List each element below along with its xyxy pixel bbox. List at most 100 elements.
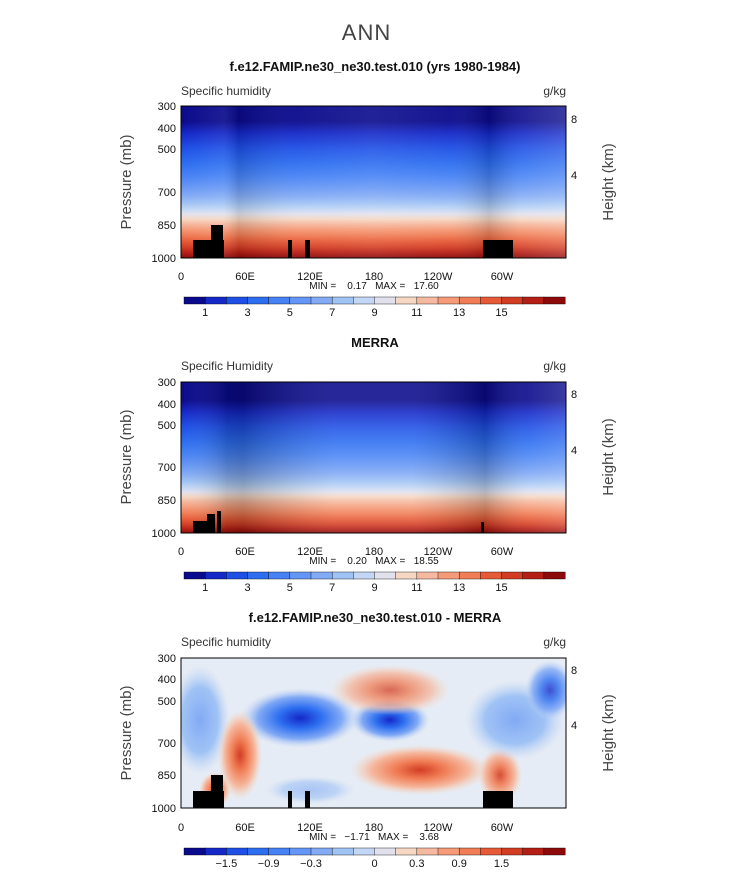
colorbar-swatch	[522, 296, 545, 305]
colorbar-swatch	[226, 847, 248, 856]
topography	[217, 511, 221, 533]
units-label: g/kg	[543, 635, 566, 649]
colorbar-swatch	[395, 847, 418, 856]
min-max-stats: MIN = 0.17 MAX = 17.60	[309, 281, 439, 292]
y-tick-label: 300	[158, 101, 176, 113]
colorbar-swatch	[543, 571, 566, 580]
colorbar-swatch	[353, 847, 376, 856]
x-tick-label: 120W	[424, 271, 453, 283]
colorbar-label: 15	[495, 307, 507, 319]
colorbar: −1.5 −0.9 −0.3 0 0.3 0.9 1.5	[183, 847, 566, 870]
colorbar-label: 7	[329, 307, 335, 319]
colorbar-swatch	[522, 571, 545, 580]
colorbar-swatch	[310, 296, 333, 305]
y-right-axis-title: Height (km)	[600, 143, 617, 221]
topography	[211, 775, 223, 791]
colorbar-label: −1.5	[215, 858, 237, 870]
plot-frame	[180, 381, 567, 534]
colorbar-swatch	[247, 847, 270, 856]
plot-area	[180, 105, 567, 259]
colorbar-swatch	[289, 847, 312, 856]
units-label: g/kg	[543, 359, 566, 373]
colorbar-label: 1	[202, 582, 208, 594]
colorbar-swatch	[416, 571, 439, 580]
colorbar-swatch	[310, 571, 333, 580]
plot-area	[180, 657, 567, 809]
y-right-tick-label: 4	[571, 720, 577, 732]
min-max-stats: MIN = 0.20 MAX = 18.55	[309, 556, 439, 567]
colorbar-swatch	[480, 296, 503, 305]
y-axis-title: Pressure (mb)	[118, 134, 135, 229]
colorbar-label: 1	[202, 307, 208, 319]
x-tick-label: 60E	[235, 822, 255, 834]
y-tick-label: 850	[158, 220, 176, 232]
colorbar-swatch	[353, 571, 376, 580]
topography	[193, 521, 215, 533]
colorbar-swatch	[480, 847, 503, 856]
topography	[211, 225, 223, 240]
plot-frame	[180, 657, 567, 809]
y-tick-label: 700	[158, 462, 176, 474]
y-tick-label: 300	[158, 653, 176, 665]
y-tick-label: 400	[158, 123, 176, 135]
x-tick-label: 120W	[424, 822, 453, 834]
topography	[207, 514, 215, 521]
y-ticks: 300 400 500 700 850 1000 8 4	[152, 377, 578, 540]
colorbar-swatch	[437, 847, 460, 856]
colorbar-swatch	[458, 847, 481, 856]
colorbar-label: −0.3	[300, 858, 322, 870]
colorbar-swatch	[501, 571, 524, 580]
colorbar-swatch	[374, 296, 397, 305]
x-tick-label: 60E	[235, 546, 255, 558]
x-ticks: 0 60E 120E 180 120W 60W	[178, 546, 514, 558]
colorbar-label: −0.9	[258, 858, 280, 870]
colorbar-swatch	[226, 296, 248, 305]
colorbar-label: 13	[453, 582, 465, 594]
colorbar-swatch	[437, 296, 460, 305]
colorbar-swatch	[437, 571, 460, 580]
y-tick-label: 300	[158, 377, 176, 389]
colorbar-swatch	[183, 296, 206, 305]
panel-title: f.e12.FAMIP.ne30_ne30.test.010 (yrs 1980…	[230, 59, 521, 74]
x-ticks: 0 60E 120E 180 120W 60W	[178, 822, 514, 834]
colorbar-swatch	[374, 847, 397, 856]
colorbar-label: 9	[371, 582, 377, 594]
colorbar-label: 15	[495, 582, 507, 594]
x-tick-label: 0	[178, 822, 184, 834]
colorbar-swatch	[374, 571, 397, 580]
colorbar-label: 0.9	[452, 858, 467, 870]
x-tick-label: 120E	[297, 546, 323, 558]
colorbar-label: 7	[329, 582, 335, 594]
colorbar-label: 0.3	[409, 858, 424, 870]
colorbar-swatch	[480, 571, 503, 580]
colorbar-swatch	[331, 571, 354, 580]
topography	[305, 791, 310, 808]
topography	[483, 240, 513, 258]
x-tick-label: 60W	[491, 546, 514, 558]
colorbar-label: 5	[287, 307, 293, 319]
topography	[193, 240, 224, 258]
colorbar-swatch	[416, 847, 439, 856]
colorbar-label: 9	[371, 307, 377, 319]
colorbar-label: 0	[371, 858, 377, 870]
x-tick-label: 180	[365, 822, 383, 834]
colorbar-label: 3	[244, 582, 250, 594]
colorbar-swatch	[204, 571, 227, 580]
plot-frame	[180, 105, 567, 259]
colorbar: 1 3 5 7 9 11 13 15	[183, 296, 566, 319]
y-tick-label: 400	[158, 674, 176, 686]
colorbar-swatch	[501, 847, 524, 856]
topography	[288, 791, 292, 808]
colorbar-swatch	[458, 296, 481, 305]
colorbar-swatch	[204, 847, 227, 856]
x-tick-label: 120E	[297, 822, 323, 834]
panel-model: f.e12.FAMIP.ne30_ne30.test.010 (yrs 1980…	[118, 59, 617, 319]
y-ticks: 300 400 500 700 850 1000 8 4	[152, 653, 578, 815]
panel-merra: MERRA Specific Humidity g/kg Pressure (m…	[118, 335, 617, 594]
colorbar-swatch	[268, 571, 291, 580]
variable-label: Specific humidity	[181, 635, 271, 649]
variable-label: Specific humidity	[181, 84, 271, 98]
colorbar-swatch	[331, 296, 354, 305]
variable-label: Specific Humidity	[181, 359, 273, 373]
colorbar-label: 3	[244, 307, 250, 319]
